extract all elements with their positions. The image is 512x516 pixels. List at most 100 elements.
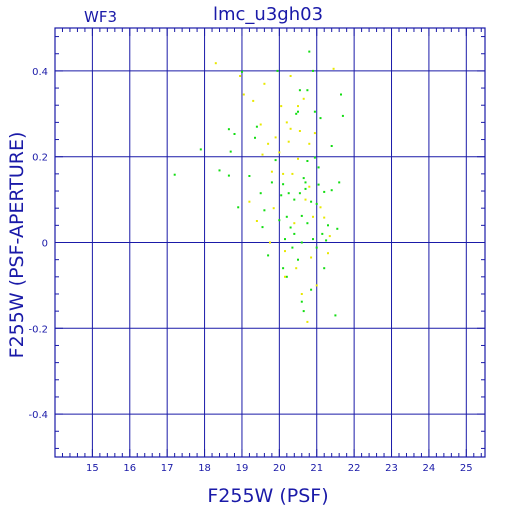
data-point — [285, 275, 288, 278]
data-point — [227, 128, 230, 131]
x-tick-label: 25 — [460, 463, 473, 474]
data-point — [323, 216, 326, 219]
data-point — [289, 226, 292, 229]
y-tick-label: -0.4 — [28, 410, 48, 421]
data-point — [199, 148, 202, 151]
data-point — [313, 110, 316, 113]
data-point — [306, 89, 309, 92]
data-point — [313, 132, 316, 135]
data-point — [237, 206, 240, 209]
data-point — [282, 183, 285, 186]
data-point — [328, 235, 331, 238]
data-point — [280, 105, 283, 108]
data-point — [272, 207, 275, 210]
data-point — [278, 151, 281, 154]
x-tick-label: 24 — [423, 463, 436, 474]
data-point — [304, 198, 307, 201]
data-point — [291, 172, 294, 175]
data-point — [319, 117, 322, 120]
data-point — [300, 300, 303, 303]
x-tick-label: 21 — [310, 463, 323, 474]
data-point — [282, 267, 285, 270]
data-point — [338, 181, 341, 184]
data-point — [341, 114, 344, 117]
data-point — [308, 50, 311, 53]
data-point — [297, 258, 299, 261]
data-point — [267, 142, 270, 145]
data-point — [293, 222, 296, 225]
data-point — [334, 314, 337, 317]
data-point — [270, 170, 273, 173]
x-axis-title: F255W (PSF) — [207, 485, 328, 507]
data-point — [312, 69, 314, 72]
data-point — [278, 219, 281, 222]
data-points — [173, 50, 344, 323]
data-point — [332, 67, 335, 70]
chart-title: lmc_u3gh03 — [213, 4, 323, 25]
data-point — [274, 159, 277, 162]
data-point — [291, 246, 294, 249]
data-point — [295, 112, 298, 115]
data-point — [285, 215, 288, 218]
data-point — [284, 275, 286, 278]
data-point — [315, 284, 318, 287]
data-point — [298, 89, 301, 92]
axis-ticks — [54, 28, 485, 457]
data-point — [285, 121, 288, 124]
x-tick-label: 19 — [236, 463, 249, 474]
data-point — [315, 246, 318, 249]
x-tick-label: 18 — [198, 463, 211, 474]
x-tick-label: 23 — [385, 463, 398, 474]
data-point — [287, 140, 290, 143]
data-point — [289, 127, 292, 130]
data-point — [297, 105, 299, 108]
data-point — [304, 181, 307, 184]
data-point — [327, 224, 329, 227]
y-tick-label: -0.2 — [28, 324, 48, 335]
x-tick-label: 16 — [123, 463, 136, 474]
data-point — [255, 125, 258, 128]
x-tick-label: 15 — [86, 463, 99, 474]
plot-frame — [54, 27, 486, 458]
data-point — [248, 175, 251, 177]
data-point — [259, 123, 262, 126]
data-point — [218, 169, 221, 172]
data-point — [340, 93, 342, 96]
y-tick-label: 0.4 — [32, 67, 48, 78]
data-point — [297, 110, 299, 113]
data-point — [269, 241, 271, 244]
data-point — [306, 222, 309, 225]
data-point — [227, 174, 230, 177]
data-point — [293, 232, 296, 235]
panel-label: WF3 — [84, 8, 117, 26]
data-point — [313, 156, 316, 159]
data-point — [315, 202, 318, 205]
data-point — [229, 150, 232, 153]
data-point — [306, 320, 309, 323]
data-point — [300, 293, 303, 295]
data-point — [242, 93, 245, 96]
data-point — [270, 181, 273, 184]
data-point — [327, 252, 329, 255]
data-point — [321, 232, 324, 235]
data-point — [173, 173, 176, 176]
data-point — [298, 192, 301, 195]
data-point — [304, 187, 307, 190]
data-point — [323, 267, 326, 270]
data-point — [302, 97, 305, 100]
x-tick-label: 17 — [161, 463, 174, 474]
x-tick-label: 22 — [348, 463, 361, 474]
data-point — [284, 238, 286, 241]
data-point — [267, 254, 270, 257]
data-point — [308, 185, 311, 188]
data-point — [293, 198, 296, 201]
data-point — [261, 153, 264, 156]
data-point — [317, 183, 320, 186]
data-point — [248, 200, 251, 203]
data-point — [306, 160, 309, 162]
data-point — [252, 99, 255, 102]
data-point — [289, 75, 292, 77]
